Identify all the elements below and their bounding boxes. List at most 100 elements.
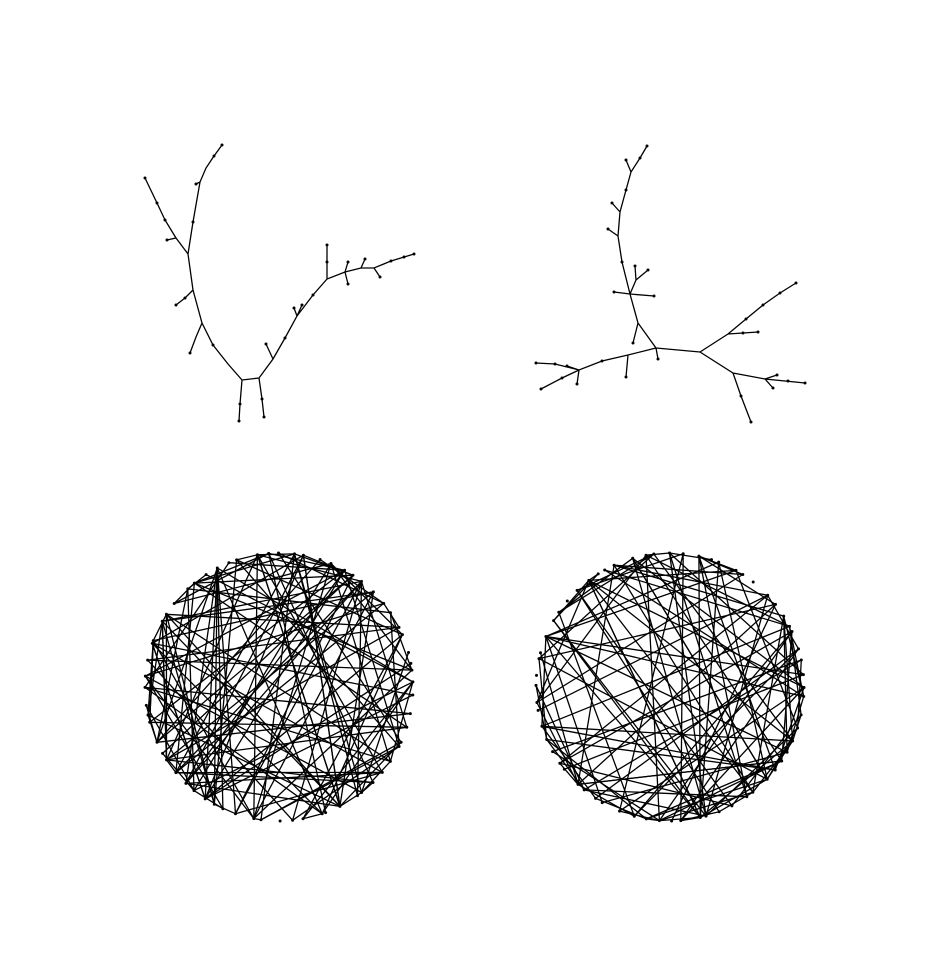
circle-node bbox=[535, 673, 538, 677]
chord-edge bbox=[594, 797, 647, 820]
circle-node bbox=[774, 602, 777, 606]
chord-edge bbox=[234, 580, 363, 815]
circle-node bbox=[143, 685, 147, 689]
chord-edge bbox=[302, 554, 354, 576]
circle-node bbox=[797, 647, 800, 651]
circle-node bbox=[409, 661, 413, 665]
circle-node bbox=[575, 588, 579, 592]
circle-node bbox=[773, 768, 777, 772]
chord-edge bbox=[256, 554, 383, 774]
chord-edge bbox=[145, 704, 195, 792]
circle-node bbox=[603, 568, 607, 572]
chord-edge bbox=[658, 630, 793, 822]
chord-edge bbox=[389, 612, 413, 671]
circle-node bbox=[600, 801, 604, 805]
circle-node bbox=[371, 781, 375, 784]
chord-edge bbox=[788, 625, 802, 716]
chord-edge bbox=[193, 582, 408, 728]
circle-node bbox=[150, 641, 154, 645]
circle-node bbox=[399, 740, 403, 744]
chord-edge bbox=[256, 554, 341, 808]
chord-edge bbox=[152, 613, 168, 642]
circle-node bbox=[632, 814, 636, 818]
circle-node bbox=[360, 791, 364, 794]
circle-node bbox=[160, 619, 164, 623]
chord-edge bbox=[165, 726, 408, 761]
chord-edge bbox=[718, 561, 768, 780]
chord-edge bbox=[389, 612, 400, 748]
chord-edge bbox=[193, 553, 296, 584]
circle-node bbox=[704, 814, 708, 818]
chord-edge bbox=[545, 635, 701, 819]
chord-edge bbox=[618, 553, 684, 812]
chord-edge bbox=[752, 615, 785, 793]
chord-edge bbox=[645, 552, 671, 556]
chord-edge bbox=[538, 657, 548, 741]
circle-node bbox=[535, 701, 539, 704]
circle-node bbox=[788, 624, 791, 628]
circle-node bbox=[657, 819, 661, 823]
chord-edge bbox=[234, 574, 354, 815]
chord-edge bbox=[151, 642, 206, 800]
chord-edge bbox=[680, 553, 684, 822]
circle-node bbox=[293, 552, 296, 556]
circle-node bbox=[212, 802, 216, 806]
chord-edge bbox=[185, 554, 305, 785]
chord-edge bbox=[360, 651, 410, 794]
circle-node bbox=[164, 612, 168, 616]
chord-edge bbox=[680, 648, 800, 822]
chord-edge bbox=[536, 701, 579, 786]
chord-edge bbox=[383, 602, 400, 629]
circle-node bbox=[411, 693, 415, 697]
circle-node bbox=[782, 614, 786, 618]
chord-edge bbox=[302, 813, 323, 820]
chord-edge bbox=[576, 553, 684, 592]
chord-edge bbox=[563, 673, 805, 770]
chord-edge bbox=[144, 562, 230, 689]
chord-edge bbox=[588, 579, 805, 689]
circle-node bbox=[631, 556, 635, 560]
chord-edge bbox=[193, 789, 224, 810]
circle-node bbox=[730, 804, 734, 808]
chord-edge bbox=[545, 635, 603, 804]
chord-edge bbox=[165, 554, 259, 761]
circle-node bbox=[151, 639, 155, 643]
circle-node bbox=[255, 553, 259, 557]
circle-node bbox=[405, 725, 409, 729]
chord-edge bbox=[321, 633, 404, 815]
circle-node bbox=[539, 651, 542, 655]
circle-node bbox=[165, 758, 168, 762]
chord-edge bbox=[536, 579, 590, 704]
circle-node bbox=[544, 635, 548, 638]
chord-edge bbox=[293, 553, 359, 797]
chord-edge bbox=[541, 725, 776, 771]
circular-graph-bottom-right bbox=[534, 551, 806, 823]
chord-edge bbox=[536, 554, 647, 704]
chord-edge bbox=[193, 552, 270, 584]
chord-edge bbox=[781, 630, 793, 762]
chord-edge bbox=[302, 633, 404, 820]
chord-edge bbox=[147, 659, 413, 671]
circle-node bbox=[552, 619, 556, 623]
chord-edge bbox=[216, 567, 323, 815]
chord-edge bbox=[204, 633, 404, 800]
circle-node bbox=[537, 657, 541, 661]
circle-node bbox=[221, 807, 225, 811]
circle-node bbox=[681, 552, 685, 556]
chord-edge bbox=[731, 714, 802, 807]
circle-node bbox=[741, 573, 745, 576]
circle-node bbox=[594, 796, 598, 800]
circle-node bbox=[545, 738, 549, 741]
circle-node bbox=[644, 553, 648, 557]
chord-edge bbox=[552, 619, 701, 819]
chord-edge bbox=[175, 582, 196, 774]
circle-node bbox=[380, 770, 384, 774]
circle-node bbox=[397, 625, 401, 629]
circle-node bbox=[235, 558, 239, 562]
chord-edge bbox=[545, 635, 788, 753]
chord-edge bbox=[151, 642, 383, 774]
circle-node bbox=[710, 558, 713, 562]
circle-node bbox=[186, 587, 190, 591]
circle-node bbox=[766, 593, 770, 597]
circle-node bbox=[161, 751, 165, 755]
